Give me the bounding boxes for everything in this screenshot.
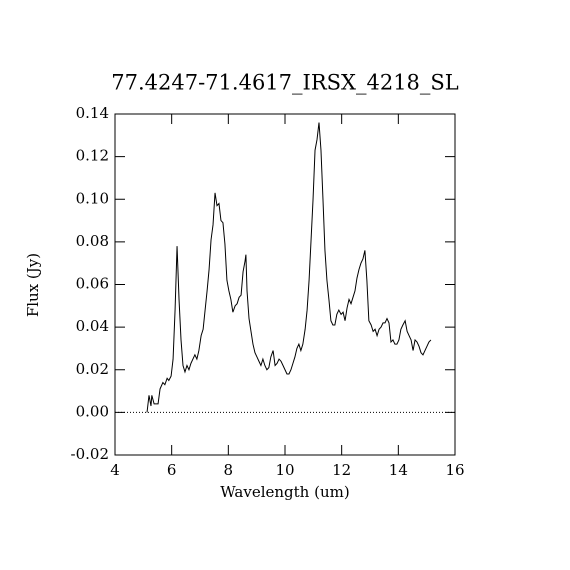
chart-title: 77.4247-71.4617_IRSX_4218_SL <box>111 71 459 95</box>
y-tick-label: -0.02 <box>71 445 109 463</box>
y-tick-label: 0.10 <box>76 189 109 207</box>
x-tick-label: 16 <box>445 461 464 479</box>
y-tick-label: 0.12 <box>76 147 109 165</box>
x-tick-label: 8 <box>224 461 234 479</box>
x-tick-label: 6 <box>167 461 177 479</box>
y-tick-label: 0.04 <box>76 317 109 335</box>
y-tick-label: 0.00 <box>76 402 109 420</box>
x-tick-label: 4 <box>110 461 120 479</box>
x-tick-label: 12 <box>332 461 351 479</box>
x-axis-label: Wavelength (um) <box>220 483 349 501</box>
y-tick-label: 0.02 <box>76 360 109 378</box>
y-tick-label: 0.14 <box>76 104 109 122</box>
y-tick-label: 0.06 <box>76 275 109 293</box>
y-tick-label: 0.08 <box>76 232 109 250</box>
x-tick-label: 10 <box>275 461 294 479</box>
spectrum-line <box>146 122 432 413</box>
x-tick-label: 14 <box>389 461 408 479</box>
y-axis-label: Flux (Jy) <box>24 253 42 317</box>
